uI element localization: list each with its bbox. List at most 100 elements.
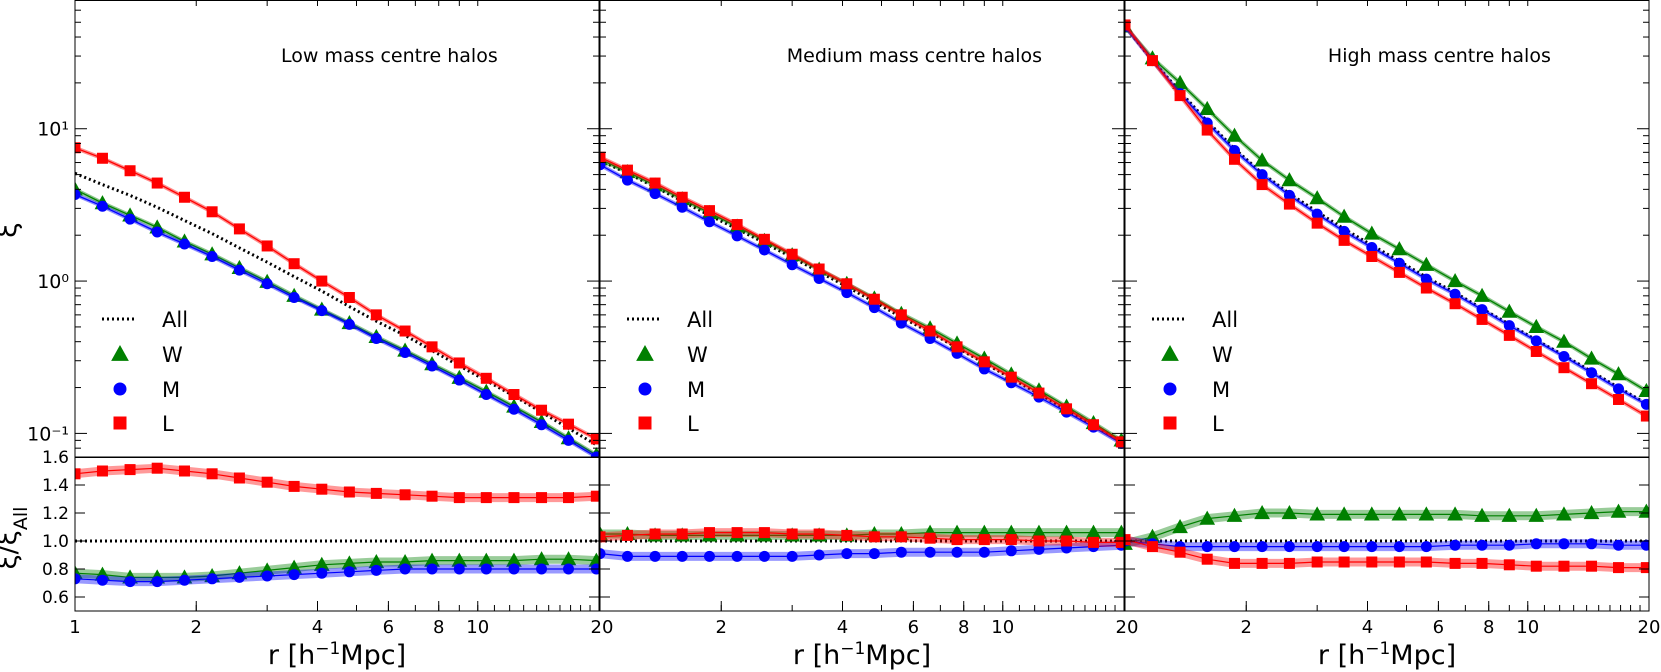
- ratio-y-tick-label: 1.0: [42, 532, 69, 552]
- ratio-marker-l: [178, 465, 190, 477]
- marker-w: [1556, 333, 1572, 348]
- ratio-marker-m: [1393, 541, 1405, 553]
- ratio-marker-w: [1391, 506, 1408, 521]
- marker-l: [399, 325, 411, 337]
- x-axis-label-main: r [h: [1318, 640, 1365, 671]
- panel-title: High mass centre halos: [1328, 45, 1551, 67]
- x-axis-label-main: r [h: [268, 640, 315, 671]
- x-tick-label: 2: [191, 617, 202, 638]
- ratio-marker-m: [316, 567, 328, 579]
- marker-m: [426, 360, 438, 372]
- ratio-marker-l: [288, 480, 300, 492]
- ratio-marker-l: [1613, 562, 1625, 574]
- ratio-marker-l: [536, 492, 548, 504]
- ratio-marker-m: [951, 546, 963, 558]
- marker-l: [343, 292, 355, 304]
- ratio-marker-l: [786, 528, 798, 540]
- ratio-frame: [1124, 456, 1650, 612]
- panel-title: Low mass centre halos: [281, 45, 498, 67]
- marker-l: [233, 223, 245, 235]
- marker-m: [316, 305, 328, 317]
- main-plot-area: [75, 142, 599, 457]
- ratio-marker-w: [1528, 507, 1545, 522]
- marker-m: [1530, 335, 1542, 347]
- marker-m: [206, 250, 218, 262]
- ratio-marker-l: [621, 529, 633, 541]
- ratio-marker-l: [978, 534, 990, 546]
- marker-w: [1336, 208, 1352, 223]
- ratio-marker-l: [758, 527, 770, 539]
- ratio-marker-m: [508, 563, 520, 575]
- ratio-marker-l: [868, 531, 880, 543]
- ratio-marker-l: [1338, 556, 1350, 568]
- marker-l: [536, 404, 548, 416]
- ratio-marker-m: [786, 550, 798, 562]
- marker-l: [1174, 90, 1186, 102]
- marker-l: [96, 152, 108, 164]
- ratio-marker-l: [1125, 534, 1131, 546]
- ratio-marker-l: [206, 468, 218, 480]
- marker-l: [895, 309, 907, 321]
- x-axis-label: r [h−1Mpc]: [268, 639, 406, 671]
- ratio-marker-m: [841, 548, 853, 560]
- marker-w: [1281, 172, 1298, 187]
- marker-m: [233, 264, 245, 276]
- x-axis-label: r [h−1Mpc]: [1318, 639, 1456, 671]
- ratio-marker-l: [233, 472, 245, 484]
- ratio-marker-w: [1363, 506, 1380, 521]
- marker-l: [703, 205, 715, 217]
- ratio-marker-w: [1418, 506, 1435, 521]
- marker-w: [1583, 350, 1600, 365]
- ratio-marker-m: [731, 550, 743, 562]
- marker-m: [1476, 304, 1488, 316]
- ratio-y-tick-label: 1.6: [42, 448, 69, 468]
- marker-m: [621, 174, 633, 186]
- marker-l: [151, 177, 163, 189]
- legend-label-l: L: [687, 412, 699, 436]
- panel-2: Medium mass centre halos All WML 2 4 6 8 10 20 r …: [599, 0, 1138, 671]
- ratio-y-tick-label: 0.6: [42, 588, 69, 608]
- y-axis-ticks: 10⁻¹ 10⁰ 10¹: [27, 9, 599, 449]
- marker-w: [1418, 256, 1435, 271]
- marker-l: [288, 258, 300, 270]
- marker-l: [1449, 298, 1461, 310]
- marker-l: [600, 151, 606, 163]
- ratio-marker-m: [1366, 541, 1378, 553]
- ratio-marker-m: [1586, 538, 1598, 550]
- marker-l: [1338, 234, 1350, 246]
- marker-l: [590, 433, 599, 445]
- ratio-marker-l: [508, 492, 520, 504]
- marker-w: [1226, 127, 1243, 142]
- marker-m: [1338, 225, 1350, 237]
- legend: All WML: [1152, 308, 1238, 436]
- ratio-marker-l: [426, 490, 438, 502]
- ratio-marker-m: [563, 563, 575, 575]
- ratio-marker-l: [1005, 534, 1017, 546]
- ratio-marker-l: [1088, 536, 1100, 548]
- y-axis-ticks: [1125, 9, 1649, 449]
- marker-m: [536, 419, 548, 431]
- marker-m: [813, 272, 825, 284]
- ratio-marker-m: [758, 550, 770, 562]
- x-axis-label-sup: −1: [1365, 639, 1390, 659]
- legend-label-w: W: [687, 343, 708, 367]
- ratio-marker-m: [536, 563, 548, 575]
- marker-l: [1640, 410, 1649, 422]
- marker-l: [758, 233, 770, 245]
- main-frame: [599, 0, 1125, 458]
- marker-l: [124, 165, 136, 177]
- ratio-marker-m: [261, 570, 273, 582]
- marker-l: [426, 341, 438, 353]
- marker-l: [1420, 282, 1432, 294]
- series-all-line: [75, 171, 598, 447]
- marker-m: [508, 403, 520, 415]
- legend-label-w: W: [1212, 343, 1233, 367]
- marker-l: [1311, 217, 1323, 229]
- ratio-marker-l: [1503, 559, 1515, 571]
- marker-l: [1005, 371, 1017, 383]
- main-plot-area: [600, 151, 1124, 449]
- ratio-y-ticks: 0.6 0.8 1.0 1.2 1.4 1.6: [42, 448, 599, 608]
- marker-l: [1201, 124, 1213, 136]
